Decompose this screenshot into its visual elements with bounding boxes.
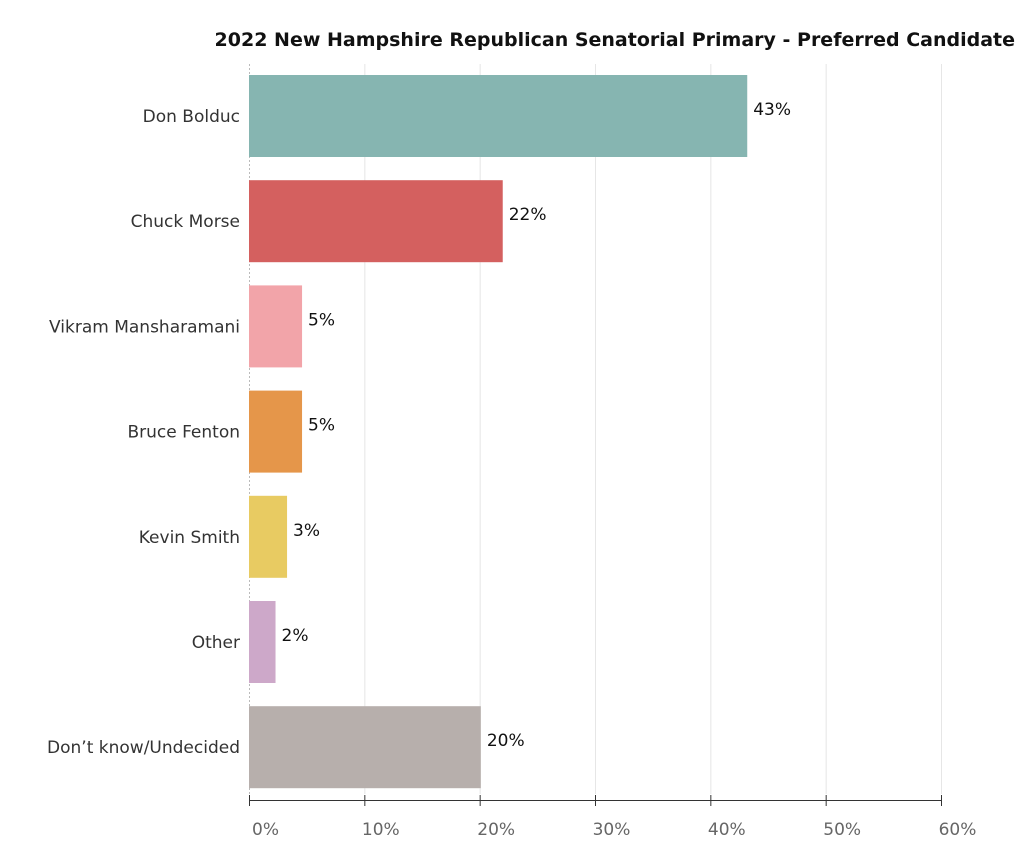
labels: Don Bolduc 43% Chuck Morse 22% Vikram Mansha… [47,100,791,758]
category-label: Chuck Morse [131,212,240,232]
bar [249,390,303,473]
category-label: Don’t know/Undecided [47,738,240,758]
bars [249,75,748,789]
data-label: 43% [753,100,791,120]
bar [249,601,276,683]
x-tick-label: 10% [362,820,400,840]
data-label: 22% [509,205,547,225]
x-tick-label: 50% [823,820,861,840]
data-label: 2% [282,626,309,646]
bar [249,75,748,157]
bar [249,180,503,263]
category-label: Other [192,633,240,653]
chart-title: 2022 New Hampshire Republican Senatorial… [215,29,1015,51]
x-tick-label: 30% [593,820,631,840]
data-label: 5% [308,310,335,330]
data-label: 20% [487,731,525,751]
bar [249,706,481,789]
x-tick-label: 20% [477,820,515,840]
bar [249,285,303,368]
category-label: Vikram Mansharamani [49,317,240,337]
x-axis: 0% 10% 20% 30% 40% 50% 60% [249,795,976,840]
x-tick-label: 60% [939,820,977,840]
category-label: Don Bolduc [143,107,240,127]
category-label: Kevin Smith [139,528,240,548]
data-label: 3% [293,521,320,541]
bar [249,495,288,578]
data-label: 5% [308,416,335,436]
gridlines [249,64,942,794]
x-tick-label: 40% [708,820,746,840]
category-label: Bruce Fenton [127,423,240,443]
x-tick-label: 0% [252,820,279,840]
